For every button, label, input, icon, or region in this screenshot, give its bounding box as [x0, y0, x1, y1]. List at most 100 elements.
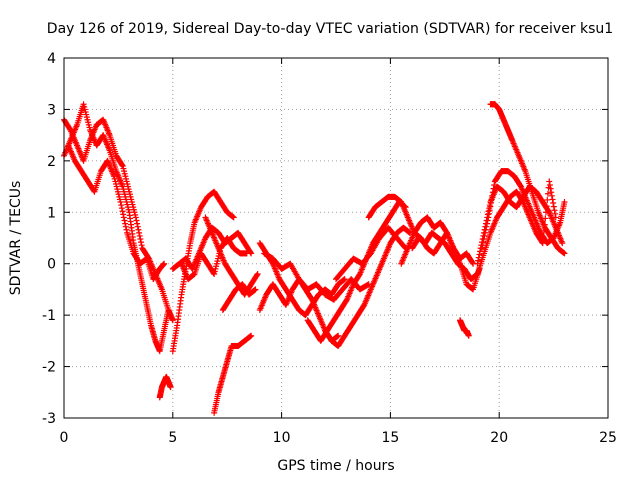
x-tick-label: 0 — [60, 430, 69, 446]
data-point — [465, 332, 472, 339]
x-axis-label: GPS time / hours — [277, 458, 394, 474]
data-point — [546, 178, 553, 185]
data-point — [119, 208, 126, 215]
chart-title: Day 126 of 2019, Sidereal Day-to-day VTE… — [47, 21, 613, 37]
data-point — [491, 182, 498, 189]
data-point — [248, 332, 255, 339]
data-point — [544, 190, 551, 197]
data-point — [561, 250, 568, 257]
data-point — [484, 217, 491, 224]
y-tick-label: 0 — [47, 257, 56, 273]
data-point — [561, 199, 568, 205]
data-point — [540, 233, 547, 240]
data-point — [138, 239, 145, 246]
data-point — [559, 240, 566, 247]
data-point — [161, 260, 168, 267]
data-point — [489, 189, 496, 196]
data-point — [547, 185, 554, 192]
y-tick-label: -2 — [42, 360, 56, 376]
data-point — [120, 214, 127, 221]
x-tick-label: 20 — [490, 430, 508, 446]
y-tick-labels: -3 -2 -1 0 1 2 3 4 — [42, 51, 56, 427]
data-point — [123, 226, 130, 233]
y-tick-label: -3 — [42, 411, 56, 427]
data-point — [482, 226, 489, 233]
data-points — [61, 101, 568, 416]
y-tick-label: 3 — [47, 102, 56, 118]
x-tick-label: 10 — [273, 430, 291, 446]
data-point — [254, 272, 261, 279]
plot-frame — [63, 57, 609, 419]
series-track-j — [219, 281, 259, 313]
data-point — [490, 185, 497, 192]
data-point — [122, 220, 129, 227]
series-track-o — [322, 224, 413, 349]
data-point — [119, 161, 126, 168]
data-point — [539, 240, 546, 247]
data-point — [482, 229, 489, 236]
data-point — [118, 205, 125, 212]
data-point — [90, 187, 97, 194]
series-track-r — [398, 214, 477, 267]
series-track-t — [457, 317, 472, 339]
y-tick-label: 2 — [47, 154, 56, 170]
data-point — [138, 242, 145, 249]
data-point — [541, 227, 548, 234]
data-point — [551, 207, 558, 214]
data-point — [548, 192, 555, 199]
series-track-i — [211, 332, 255, 416]
data-point — [133, 217, 140, 224]
series-track-p — [333, 224, 409, 283]
y-axis-label: SDTVAR / TECUs — [8, 181, 24, 296]
data-point — [484, 220, 491, 227]
data-point — [137, 236, 144, 243]
data-point — [542, 215, 549, 222]
data-point — [480, 239, 487, 246]
data-point — [134, 223, 141, 230]
data-point — [549, 196, 556, 203]
x-tick-label: 5 — [168, 430, 177, 446]
axis-ticks — [63, 57, 609, 419]
data-point — [548, 189, 555, 196]
data-point — [539, 239, 546, 246]
data-point — [478, 245, 485, 252]
series-track-b — [61, 116, 176, 324]
data-point — [120, 211, 127, 218]
series-track-d — [156, 373, 174, 401]
data-point — [543, 203, 550, 210]
data-point — [481, 232, 488, 239]
data-point — [254, 271, 261, 277]
y-tick-label: 1 — [47, 205, 56, 221]
data-point — [546, 182, 553, 189]
data-point — [483, 223, 490, 230]
data-point — [167, 384, 174, 391]
data-point — [243, 250, 250, 257]
series-track-g — [178, 235, 250, 283]
data-point — [476, 251, 483, 258]
data-point — [136, 229, 143, 236]
data-point — [486, 207, 493, 214]
grid-lines — [64, 58, 608, 418]
data-point — [485, 210, 492, 217]
series-track-s — [409, 229, 481, 283]
data-point — [550, 200, 557, 207]
series-track-u — [487, 101, 568, 257]
data-point — [134, 220, 141, 227]
data-point — [247, 249, 254, 256]
data-point — [552, 214, 559, 221]
data-point — [485, 214, 492, 221]
series-track-a — [61, 101, 172, 355]
data-point — [552, 210, 559, 217]
data-point — [550, 203, 557, 210]
data-point — [252, 286, 259, 293]
data-point — [487, 200, 494, 207]
x-tick-labels: 0 5 10 15 20 25 — [60, 430, 617, 446]
data-point — [341, 276, 348, 283]
data-point — [541, 221, 548, 228]
data-point — [542, 209, 549, 216]
series-track-c — [65, 142, 168, 283]
x-tick-label: 15 — [381, 430, 399, 446]
data-point — [169, 317, 176, 324]
data-point — [335, 332, 342, 339]
